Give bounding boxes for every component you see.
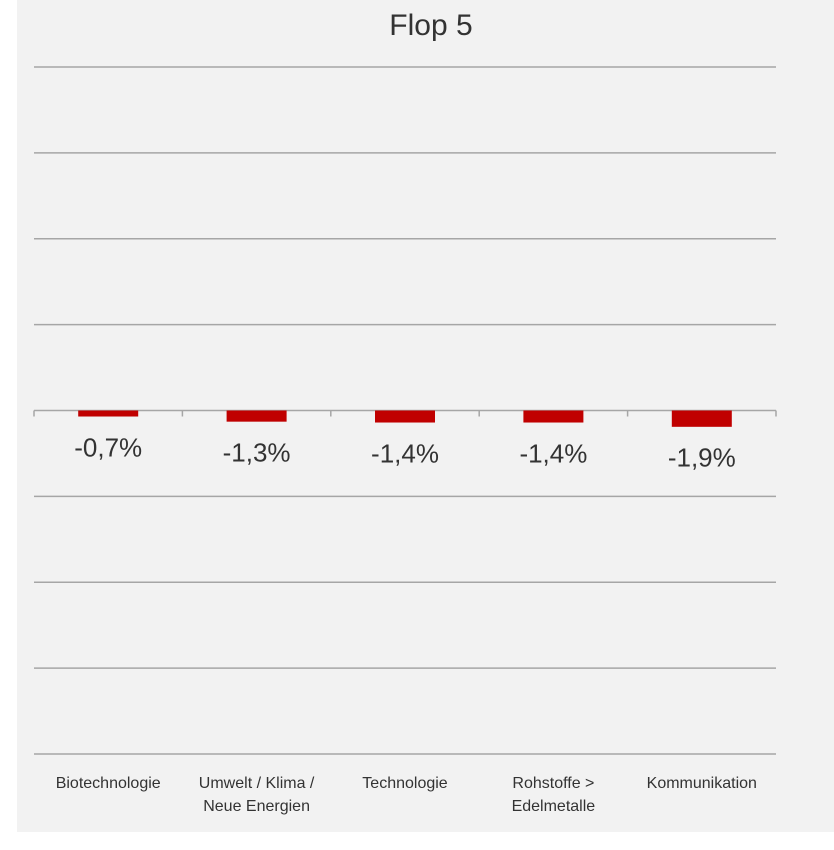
x-tick-label: Technologie [362,775,448,792]
value-label: -1,4% [519,438,587,468]
bar [78,410,139,417]
value-label: -1,4% [371,438,439,468]
value-label: -0,7% [74,432,142,462]
x-tick-label: Kommunikation [646,775,757,792]
bar [671,410,732,427]
x-tick-label: Umwelt / Klima / Neue Energien [198,775,315,815]
chart-panel: Flop 5 -0,7% -1,3% -1,4% -1,4% -1,9% Biotech… [17,0,834,832]
x-tick-label: Rohstoffe > Edelmetalle [511,775,596,815]
value-label: -1,3% [223,438,291,468]
chart-title: Flop 5 [389,9,472,42]
value-label: -1,9% [668,443,736,473]
x-tick-label: Biotechnologie [55,775,161,792]
bar [226,410,287,422]
bar [523,410,584,423]
bar [375,410,435,423]
chart: Flop 5 -0,7% -1,3% -1,4% -1,4% -1,9% [33,9,777,755]
